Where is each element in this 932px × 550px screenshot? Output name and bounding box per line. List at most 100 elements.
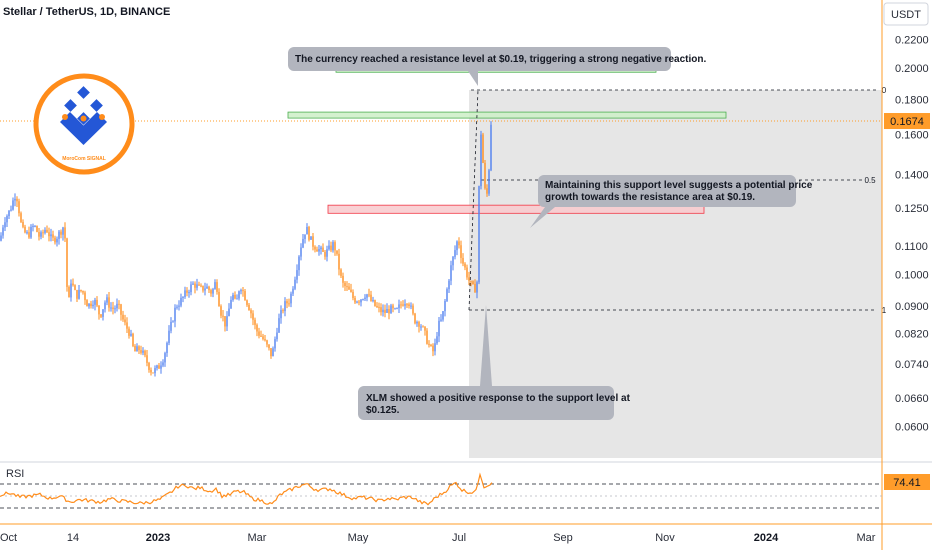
- rsi-value: 74.41: [893, 477, 921, 489]
- candle-body: [278, 318, 280, 333]
- candle-body: [236, 298, 238, 300]
- candle-body: [158, 365, 160, 369]
- candle-body: [396, 308, 398, 310]
- candle-body: [382, 309, 384, 313]
- candle-body: [58, 231, 60, 239]
- callout-resistance: [288, 47, 671, 71]
- candle-body: [386, 309, 388, 313]
- time-tick-label: Sep: [553, 532, 573, 544]
- candle-body: [194, 283, 196, 288]
- candle-body: [188, 292, 190, 294]
- candle-body: [486, 188, 488, 194]
- candle-body: [76, 289, 78, 299]
- fib-trend-line: [468, 89, 479, 311]
- time-axis[interactable]: Oct 14 2023 Mar May Jul Sep Nov 2024 Mar: [0, 532, 876, 544]
- candle-body: [414, 313, 416, 324]
- candle-body: [390, 305, 392, 314]
- candle-body: [282, 310, 284, 312]
- candle-body: [60, 231, 62, 235]
- candle-body: [484, 162, 486, 189]
- candle-body: [304, 234, 306, 240]
- candle-body: [12, 200, 14, 210]
- candle-body: [208, 286, 210, 291]
- candle-body: [134, 345, 136, 352]
- candle-body: [202, 285, 204, 291]
- candle-body: [42, 232, 44, 234]
- candle-body: [130, 333, 132, 336]
- candle-body: [330, 245, 332, 251]
- candle-body: [252, 313, 254, 320]
- candle-body: [126, 322, 128, 329]
- candle-body: [432, 345, 434, 352]
- candle-body: [316, 249, 318, 252]
- candle-body: [410, 305, 412, 307]
- candle-body: [132, 333, 134, 346]
- candle-body: [168, 330, 170, 343]
- candle-body: [28, 232, 30, 238]
- candle-body: [32, 225, 34, 227]
- candle-body: [160, 365, 162, 369]
- candle-body: [216, 282, 218, 292]
- current-price-badge: 0.1674: [884, 113, 930, 130]
- callout-response-text: $0.125.: [366, 405, 400, 416]
- rsi-line: [0, 472, 493, 506]
- candle-body: [368, 294, 370, 296]
- candle-body: [380, 307, 382, 313]
- price-axis[interactable]: 0.2200 0.2000 0.1800 0.1600 0.1400 0.1250 0.11…: [895, 35, 929, 434]
- candle-body: [374, 300, 376, 307]
- fib-levels: 00.51: [468, 86, 887, 315]
- time-tick-label: Oct: [0, 532, 17, 544]
- candle-body: [378, 306, 380, 308]
- candle-body: [78, 289, 80, 299]
- candle-body: [248, 304, 250, 311]
- candle-body: [48, 232, 50, 237]
- candle-body: [114, 308, 116, 310]
- candle-body: [2, 227, 4, 236]
- candle-body: [8, 210, 10, 217]
- candle-body: [46, 229, 48, 233]
- time-tick-label: Nov: [655, 532, 675, 544]
- candle-body: [118, 303, 120, 305]
- candle-body: [328, 245, 330, 250]
- candle-body: [428, 343, 430, 345]
- logo: MoroCom SIGNAL: [33, 73, 135, 175]
- candle-body: [362, 298, 364, 300]
- rsi-pane: RSI: [0, 468, 882, 509]
- candle-body: [196, 284, 198, 288]
- candle-body: [84, 292, 86, 301]
- candle-body: [360, 299, 362, 303]
- candle-body: [354, 297, 356, 303]
- candle-body: [264, 339, 266, 341]
- callout-pointer: [468, 71, 478, 86]
- candle-body: [468, 277, 470, 281]
- fib-label: 1: [882, 306, 887, 315]
- candle-body: [100, 314, 102, 317]
- currency-button[interactable]: USDT: [883, 2, 929, 26]
- candle-body: [308, 226, 310, 240]
- candle-body: [148, 362, 150, 370]
- time-tick-label: 2023: [146, 532, 170, 544]
- candle-body: [20, 213, 22, 222]
- time-tick-label: Mar: [857, 532, 876, 544]
- candle-body: [184, 290, 186, 297]
- candle-body: [250, 310, 252, 314]
- candle-body: [178, 305, 180, 307]
- candle-body: [478, 186, 480, 283]
- price-tick-label: 0.0660: [895, 393, 929, 405]
- candle-body: [474, 283, 476, 293]
- candle-body: [322, 247, 324, 252]
- candle-body: [224, 316, 226, 327]
- candle-body: [294, 279, 296, 289]
- candle-body: [430, 344, 432, 346]
- candle-body: [30, 226, 32, 238]
- candle-body: [254, 319, 256, 325]
- price-tick-label: 0.0820: [895, 329, 929, 341]
- candle-body: [182, 296, 184, 298]
- callout-support-text: growth towards the resistance area at $0…: [545, 192, 755, 203]
- candle-body: [450, 265, 452, 281]
- time-tick-label: May: [348, 532, 369, 544]
- candle-body: [446, 289, 448, 302]
- candle-body: [394, 308, 396, 310]
- candle-body: [170, 321, 172, 331]
